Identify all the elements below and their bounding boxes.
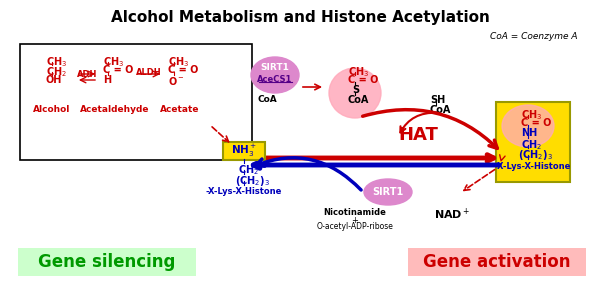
Text: C = O: C = O (521, 118, 551, 128)
Text: CH$_2$: CH$_2$ (46, 65, 67, 79)
Text: CH$_3$: CH$_3$ (46, 55, 67, 69)
Text: CH$_3$: CH$_3$ (103, 55, 124, 69)
Text: CoA: CoA (348, 95, 370, 105)
Text: ALDH: ALDH (136, 68, 162, 77)
Ellipse shape (329, 68, 381, 118)
Text: ADH: ADH (77, 70, 97, 79)
Text: SH: SH (430, 95, 445, 105)
Text: OH: OH (46, 75, 62, 85)
Text: Acetate: Acetate (160, 105, 200, 114)
FancyBboxPatch shape (223, 142, 265, 160)
Text: CH$_3$: CH$_3$ (168, 55, 189, 69)
Text: CH$_2$: CH$_2$ (521, 138, 542, 152)
FancyBboxPatch shape (408, 248, 586, 276)
Text: CH$_3$: CH$_3$ (521, 108, 542, 122)
Text: HAT: HAT (398, 126, 438, 144)
Text: NAD$^+$: NAD$^+$ (434, 207, 470, 222)
FancyBboxPatch shape (20, 44, 252, 160)
Text: CoA: CoA (258, 95, 278, 104)
Text: Gene silencing: Gene silencing (38, 253, 176, 271)
Text: O-acetyl-ADP-ribose: O-acetyl-ADP-ribose (317, 222, 394, 231)
Text: NH: NH (521, 128, 537, 138)
Text: C = O: C = O (348, 75, 379, 85)
Text: C = O: C = O (103, 65, 133, 75)
Text: (CH$_2$)$_3$: (CH$_2$)$_3$ (518, 148, 553, 162)
FancyArrowPatch shape (400, 113, 437, 132)
FancyArrowPatch shape (256, 158, 361, 190)
Text: -X-Lys-X-Histone: -X-Lys-X-Histone (495, 162, 571, 171)
Text: CoA = Coenzyme A: CoA = Coenzyme A (490, 32, 577, 41)
Text: CH$_2$: CH$_2$ (238, 163, 259, 177)
FancyBboxPatch shape (18, 248, 196, 276)
Text: C = O: C = O (168, 65, 199, 75)
Text: Gene activation: Gene activation (423, 253, 571, 271)
Ellipse shape (502, 105, 554, 147)
Text: Acetaldehyde: Acetaldehyde (80, 105, 150, 114)
Text: Alcohol: Alcohol (34, 105, 71, 114)
FancyArrowPatch shape (362, 110, 497, 148)
Text: S: S (352, 85, 359, 95)
Text: NH$_3^+$: NH$_3^+$ (231, 143, 257, 159)
Text: SIRT1: SIRT1 (373, 187, 404, 197)
Text: Alcohol Metabolism and Histone Acetylation: Alcohol Metabolism and Histone Acetylati… (110, 10, 490, 25)
Text: Nicotinamide: Nicotinamide (323, 208, 386, 217)
Text: -X-Lys-X-Histone: -X-Lys-X-Histone (206, 187, 282, 196)
FancyBboxPatch shape (496, 102, 570, 182)
Text: AceCS1: AceCS1 (257, 74, 293, 83)
Text: (CH$_2$)$_3$: (CH$_2$)$_3$ (235, 174, 270, 188)
Text: CH$_3$: CH$_3$ (348, 65, 369, 79)
Text: O$^-$: O$^-$ (168, 75, 185, 87)
Ellipse shape (251, 57, 299, 93)
Ellipse shape (364, 179, 412, 205)
Text: SIRT1: SIRT1 (260, 64, 289, 72)
Text: +: + (352, 216, 358, 225)
Text: H: H (103, 75, 111, 85)
Text: CoA: CoA (430, 105, 451, 115)
